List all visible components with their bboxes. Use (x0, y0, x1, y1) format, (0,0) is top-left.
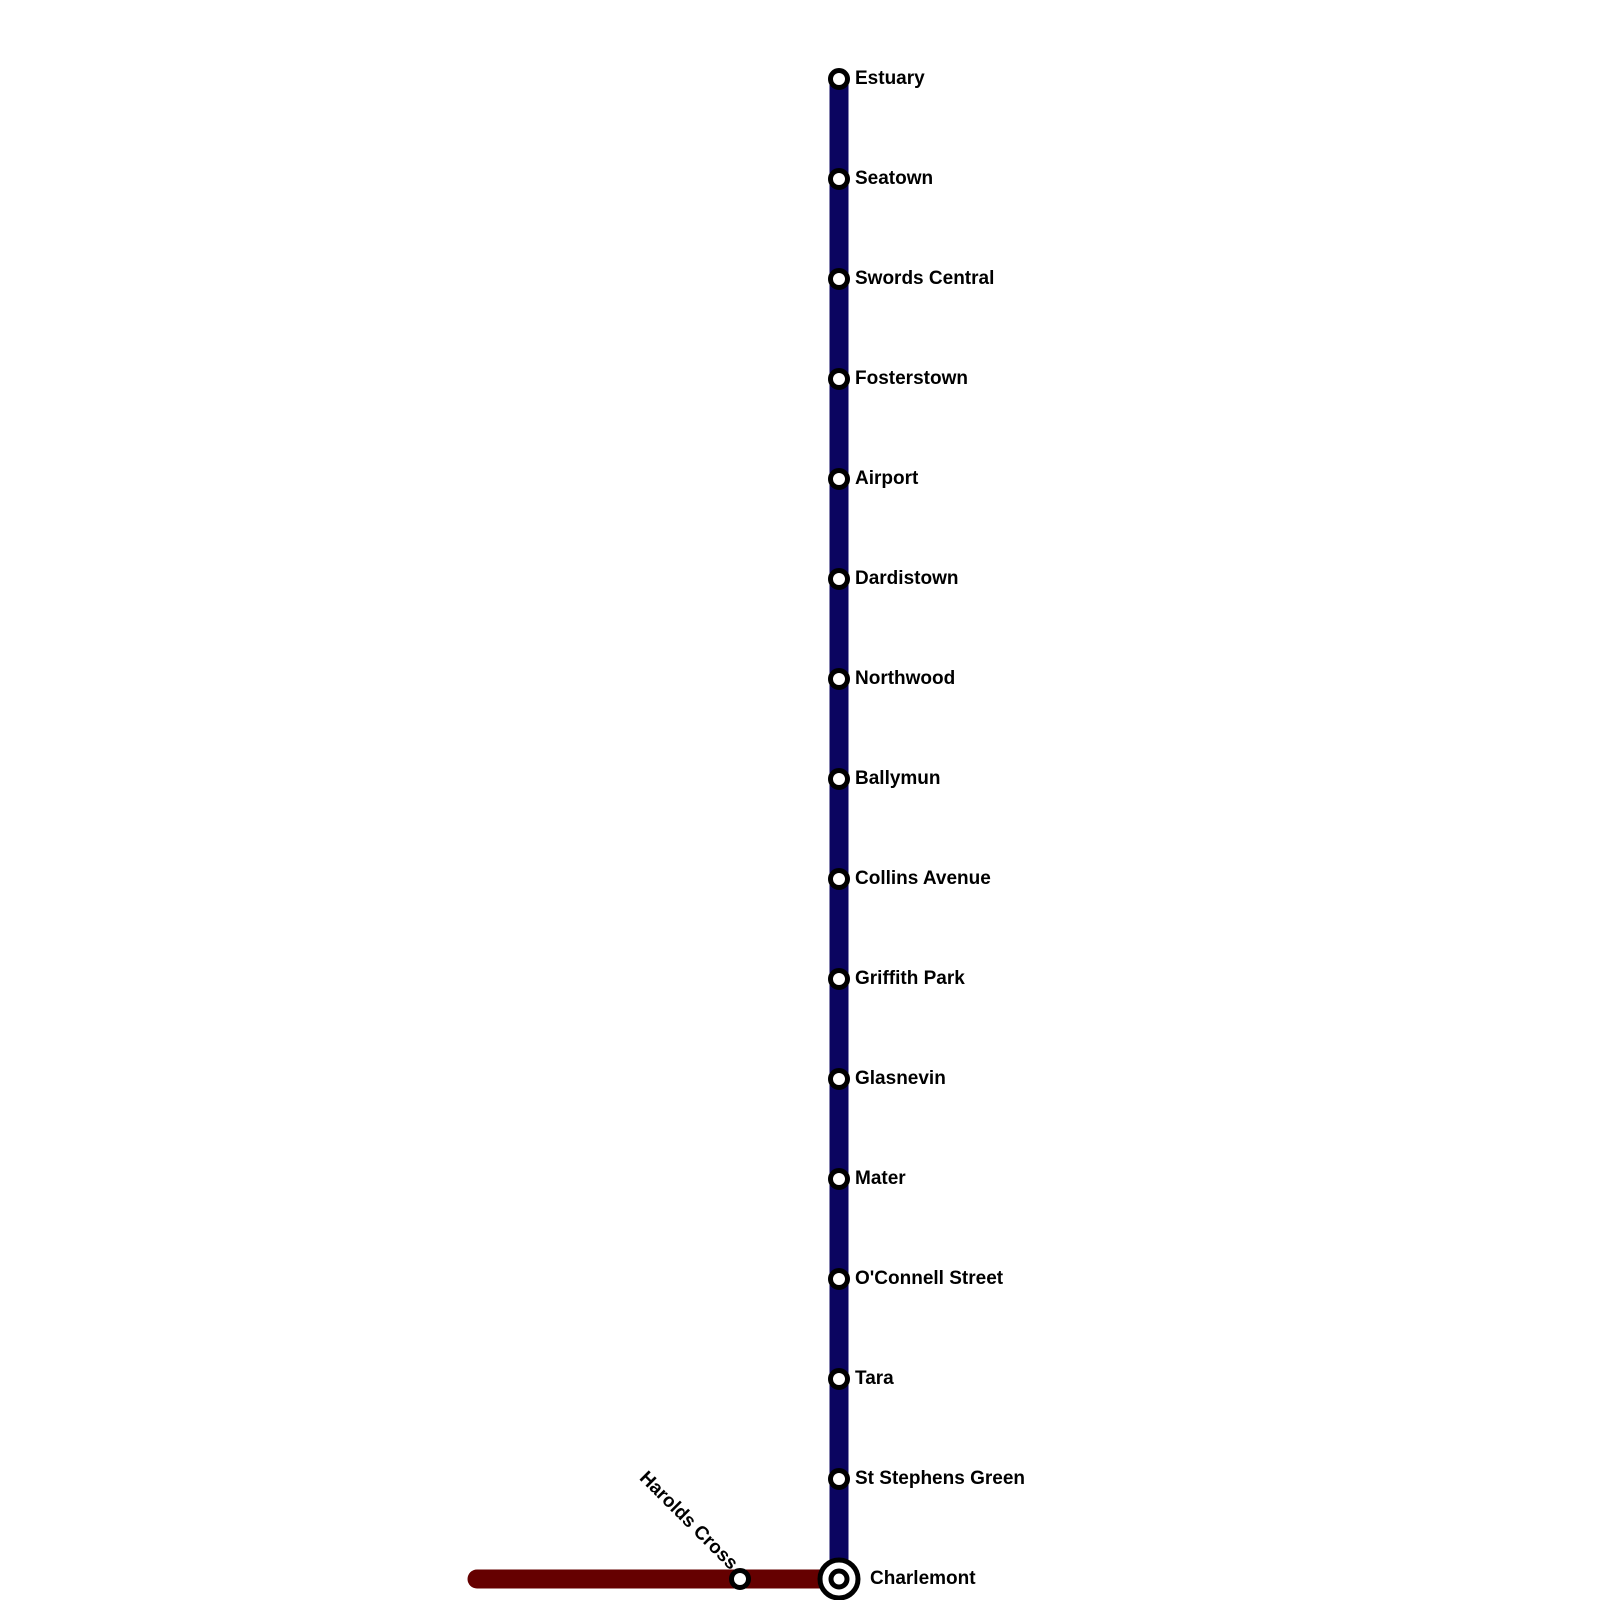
station (828, 268, 850, 290)
station-label: Airport (855, 468, 919, 489)
station-label: Dardistown (855, 568, 958, 589)
station (828, 168, 850, 190)
station-label: Tara (855, 1368, 894, 1389)
station (828, 1268, 850, 1290)
station (828, 1168, 850, 1190)
station (828, 768, 850, 790)
station-label: Harolds Cross (635, 1467, 742, 1574)
station (828, 368, 850, 390)
station-label: Glasnevin (855, 1068, 946, 1089)
station-label: Swords Central (855, 268, 994, 289)
station-label: Fosterstown (855, 368, 968, 389)
interchange-inner (828, 1568, 850, 1590)
station (828, 1368, 850, 1390)
station-label: St Stephens Green (855, 1468, 1025, 1489)
station-label: Ballymun (855, 768, 941, 789)
station-label: Griffith Park (855, 968, 965, 989)
station-label: Estuary (855, 68, 925, 89)
station-label: Collins Avenue (855, 868, 991, 889)
station (828, 1468, 850, 1490)
station (828, 668, 850, 690)
station-label: Mater (855, 1168, 906, 1189)
station (828, 1068, 850, 1090)
station (828, 968, 850, 990)
station-label: O'Connell Street (855, 1268, 1004, 1289)
station (729, 1568, 751, 1590)
station (828, 568, 850, 590)
station (828, 68, 850, 90)
station (828, 868, 850, 890)
station-label: Charlemont (870, 1568, 976, 1589)
station (828, 468, 850, 490)
station-label: Seatown (855, 168, 933, 189)
station-label: Northwood (855, 668, 955, 689)
